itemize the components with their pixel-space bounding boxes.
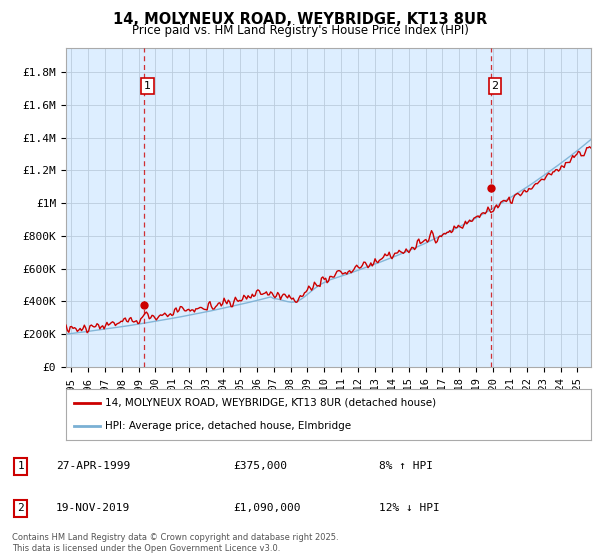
Text: Contains HM Land Registry data © Crown copyright and database right 2025.
This d: Contains HM Land Registry data © Crown c… <box>12 533 338 553</box>
Text: 19-NOV-2019: 19-NOV-2019 <box>56 503 130 513</box>
Text: 12% ↓ HPI: 12% ↓ HPI <box>379 503 439 513</box>
Text: HPI: Average price, detached house, Elmbridge: HPI: Average price, detached house, Elmb… <box>106 421 352 431</box>
Text: 14, MOLYNEUX ROAD, WEYBRIDGE, KT13 8UR (detached house): 14, MOLYNEUX ROAD, WEYBRIDGE, KT13 8UR (… <box>106 398 437 408</box>
Text: 2: 2 <box>17 503 24 513</box>
Text: 14, MOLYNEUX ROAD, WEYBRIDGE, KT13 8UR: 14, MOLYNEUX ROAD, WEYBRIDGE, KT13 8UR <box>113 12 487 27</box>
Text: 27-APR-1999: 27-APR-1999 <box>56 461 130 471</box>
Text: 1: 1 <box>144 81 151 91</box>
Text: £375,000: £375,000 <box>233 461 287 471</box>
Text: 2: 2 <box>491 81 499 91</box>
Text: 1: 1 <box>17 461 24 471</box>
Text: Price paid vs. HM Land Registry's House Price Index (HPI): Price paid vs. HM Land Registry's House … <box>131 24 469 37</box>
Text: £1,090,000: £1,090,000 <box>233 503 301 513</box>
Text: 8% ↑ HPI: 8% ↑ HPI <box>379 461 433 471</box>
